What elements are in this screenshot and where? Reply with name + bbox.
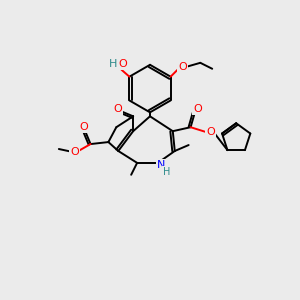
Text: O: O — [193, 104, 202, 114]
Text: O: O — [118, 59, 127, 69]
Text: N: N — [157, 160, 165, 170]
Text: H: H — [108, 59, 117, 69]
Text: O: O — [113, 104, 122, 114]
Text: O: O — [70, 147, 79, 157]
Text: O: O — [79, 122, 88, 132]
Text: O: O — [206, 127, 215, 137]
Text: O: O — [178, 62, 187, 72]
Text: H: H — [163, 167, 170, 177]
